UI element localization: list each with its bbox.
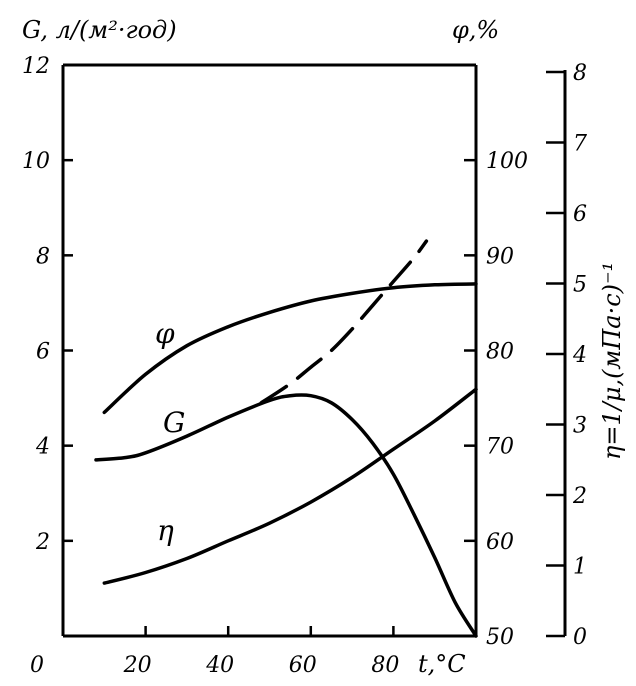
x-tick-label: 20	[123, 653, 152, 678]
curve-label-eta: η	[157, 514, 174, 547]
x-tick-label: 0	[30, 653, 44, 678]
curve-label-g: G	[163, 406, 185, 439]
left-tick-label: 4	[35, 435, 50, 460]
x-tick-label: 40	[205, 653, 234, 678]
mid-tick-label: 50	[486, 625, 514, 650]
right-ticks: 0 1 2 3 4 5 6 7 8	[546, 61, 587, 650]
curves: φ Gη	[94, 239, 478, 638]
mid-tick-label: 60	[486, 530, 514, 555]
right-tick-label: 3	[573, 414, 587, 439]
series-g-line-dashed	[259, 239, 429, 405]
left-tick-label: 2	[35, 530, 50, 555]
curve-label-phi: φ	[155, 317, 175, 350]
right-tick-label: 6	[573, 202, 587, 227]
right-axis-title: η=1/μ,(мПа·с)⁻¹	[598, 262, 626, 460]
series-phi-line	[102, 282, 478, 415]
right-tick-label: 0	[573, 625, 587, 650]
x-axis-title: t,°C	[418, 650, 466, 678]
left-ticks: 2 4 6 8 10 12	[22, 54, 73, 555]
mid-tick-label: 90	[486, 244, 514, 269]
left-tick-label: 8	[36, 244, 50, 269]
series-eta-line	[102, 387, 478, 585]
mid-tick-label: 70	[486, 435, 514, 460]
mid-tick-label: 100	[486, 149, 528, 174]
right-tick-label: 1	[573, 555, 587, 580]
right-tick-label: 5	[573, 273, 587, 298]
x-tick-label: 80	[371, 653, 399, 678]
left-tick-label: 12	[22, 54, 50, 79]
x-tick-label: 60	[289, 653, 317, 678]
left-tick-label: 6	[36, 340, 50, 365]
right-tick-label: 7	[573, 132, 587, 157]
right-tick-label: 2	[572, 484, 587, 509]
mid-ticks: 50 60 70 80 90 100	[464, 149, 528, 650]
right-tick-label: 4	[572, 343, 587, 368]
left-axis-title: G, л/(м²·год)	[22, 16, 177, 44]
right-tick-label: 8	[573, 61, 587, 86]
mid-axis-title: φ,%	[452, 16, 499, 44]
left-tick-label: 10	[22, 149, 50, 174]
mid-tick-label: 80	[486, 340, 514, 365]
series-g-line	[94, 393, 478, 638]
x-ticks: 0 20 40 60 80	[30, 626, 399, 678]
